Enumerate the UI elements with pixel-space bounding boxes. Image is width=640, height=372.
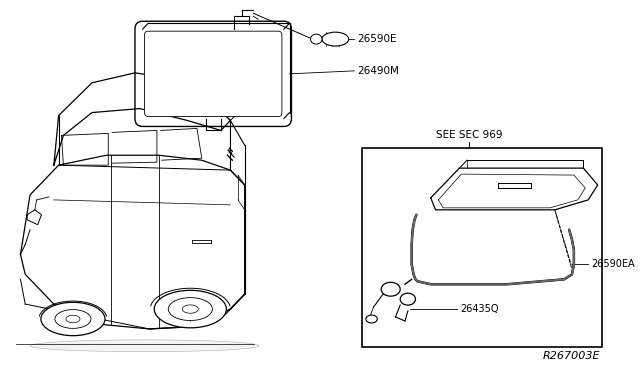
Ellipse shape	[154, 290, 227, 328]
Bar	[362, 148, 602, 347]
Ellipse shape	[55, 310, 91, 328]
Text: 26435Q: 26435Q	[460, 304, 499, 314]
Text: 26490M: 26490M	[357, 66, 399, 76]
Text: 26590E: 26590E	[357, 34, 397, 44]
Ellipse shape	[182, 305, 198, 313]
Ellipse shape	[30, 340, 259, 352]
Text: 26590EA: 26590EA	[591, 259, 635, 269]
Ellipse shape	[366, 315, 378, 323]
Text: SEE SEC 969: SEE SEC 969	[436, 130, 502, 140]
FancyBboxPatch shape	[145, 31, 282, 116]
FancyBboxPatch shape	[135, 21, 291, 126]
Text: R267003E: R267003E	[543, 351, 600, 361]
Ellipse shape	[322, 32, 349, 46]
Ellipse shape	[400, 293, 415, 305]
Ellipse shape	[310, 34, 322, 44]
Ellipse shape	[168, 298, 212, 321]
Ellipse shape	[41, 302, 105, 336]
Ellipse shape	[381, 282, 400, 296]
Ellipse shape	[66, 315, 80, 323]
